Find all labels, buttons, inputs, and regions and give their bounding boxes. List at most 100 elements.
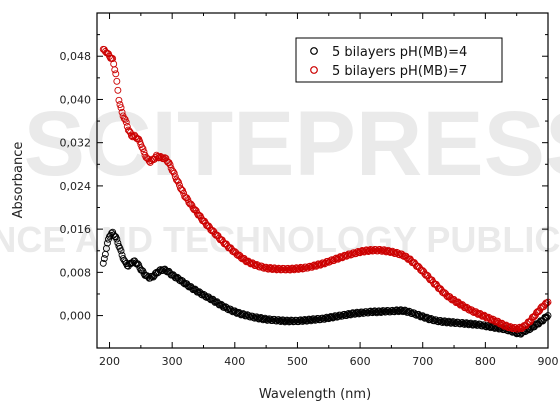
data-point: [375, 307, 383, 315]
data-point: [376, 246, 384, 253]
data-point: [129, 259, 136, 267]
data-point: [461, 320, 468, 328]
data-point: [180, 189, 188, 197]
data-point: [123, 123, 131, 130]
data-point: [389, 306, 396, 314]
data-point: [445, 317, 453, 325]
data-point: [535, 308, 543, 316]
data-point: [279, 316, 287, 324]
data-point: [113, 77, 121, 85]
data-point: [149, 273, 157, 281]
data-point: [469, 308, 477, 316]
y-tick-label: 0,008: [60, 266, 92, 279]
x-axis-title: Wavelength (nm): [259, 387, 371, 402]
data-point: [134, 260, 142, 268]
data-point: [351, 310, 359, 318]
data-point: [439, 289, 447, 296]
data-point: [116, 101, 124, 108]
data-point: [371, 307, 379, 315]
x-tick-label: 600: [350, 355, 371, 368]
axes: 200 300 400 500 600 700 800 900 0,000 0,008 0,016 0…: [60, 12, 559, 368]
data-point: [286, 266, 294, 274]
data-point: [432, 280, 440, 288]
data-point: [115, 96, 123, 104]
data-point: [326, 258, 334, 266]
data-point: [399, 252, 407, 260]
data-point: [173, 177, 181, 185]
y-tick-label: 0,040: [60, 93, 92, 106]
legend-marker: [310, 66, 318, 74]
data-point: [303, 317, 311, 325]
data-point: [367, 307, 374, 315]
legend-label: 5 bilayers pH(MB)=7: [332, 64, 467, 79]
data-point: [281, 318, 289, 326]
data-point: [188, 284, 196, 292]
watermark: SCITEPRESS SCIENCE AND TECHNOLOGY PUBLIC…: [0, 93, 560, 260]
data-point: [275, 316, 283, 324]
data-point: [209, 227, 217, 234]
data-point: [170, 272, 178, 280]
data-point: [282, 266, 290, 274]
data-point: [322, 259, 330, 267]
data-point: [214, 299, 222, 307]
data-point: [262, 263, 270, 271]
data-point: [99, 259, 107, 267]
x-tick-label: 500: [287, 355, 308, 368]
data-point: [266, 263, 274, 271]
data-point: [467, 319, 475, 327]
data-point: [469, 321, 477, 329]
x-tick-label: 900: [538, 355, 559, 368]
data-point: [481, 312, 489, 320]
data-point: [394, 249, 402, 257]
x-tick-label: 200: [99, 355, 120, 368]
data-point: [285, 318, 293, 326]
data-point: [114, 86, 122, 94]
data-point: [110, 60, 118, 68]
data-point: [192, 286, 200, 294]
x-tick-label: 300: [162, 355, 183, 368]
data-point: [171, 173, 179, 181]
data-point: [393, 306, 401, 314]
data-point: [353, 308, 361, 316]
data-point: [176, 181, 183, 189]
data-point: [187, 200, 195, 208]
data-point: [177, 184, 184, 192]
data-point: [139, 145, 147, 153]
data-point: [102, 244, 110, 252]
data-point: [117, 104, 125, 112]
data-point: [391, 308, 398, 316]
data-point: [297, 316, 305, 324]
data-point: [205, 222, 213, 230]
data-point: [283, 316, 291, 324]
data-point: [516, 323, 524, 331]
data-point: [161, 154, 169, 162]
data-point: [369, 309, 377, 317]
x-tick-label: 400: [224, 355, 245, 368]
data-point: [113, 235, 121, 243]
data-point: [419, 267, 427, 275]
data-point: [386, 308, 394, 316]
data-point: [122, 118, 130, 126]
data-point: [441, 317, 449, 325]
data-point: [120, 256, 128, 264]
y-tick-label: 0,016: [60, 223, 92, 236]
data-point: [384, 307, 392, 315]
data-point: [138, 266, 146, 274]
x-tick-label: 800: [475, 355, 496, 368]
data-point: [178, 186, 186, 193]
data-point: [364, 309, 372, 317]
data-point: [458, 319, 466, 326]
data-point: [395, 308, 403, 316]
data-point: [103, 239, 111, 247]
data-point: [362, 246, 370, 254]
data-point: [268, 266, 276, 273]
data-point: [530, 313, 538, 321]
y-tick-label: 0,024: [60, 180, 92, 193]
plot-area: [99, 45, 552, 338]
data-point: [459, 302, 467, 310]
data-point: [117, 247, 125, 255]
watermark-line1: SCITEPRESS: [24, 93, 560, 195]
data-point: [519, 323, 527, 331]
series-2: [99, 45, 552, 333]
data-point: [406, 308, 414, 316]
